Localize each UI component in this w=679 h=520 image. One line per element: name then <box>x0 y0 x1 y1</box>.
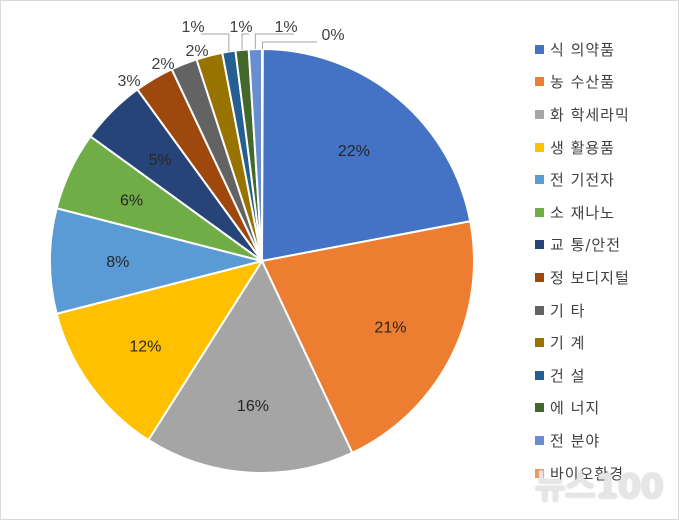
legend-item: 정 보디지털 <box>535 261 630 294</box>
legend-label: 화 학세라믹 <box>550 105 630 124</box>
legend-swatch <box>535 370 544 380</box>
leader-line <box>261 41 317 50</box>
legend-label: 생 활용품 <box>550 138 615 157</box>
pie-slice <box>147 258 354 474</box>
slice-percent-label: 3% <box>117 73 140 90</box>
slice-percent-label: 16% <box>237 398 269 415</box>
slice-percent-label: 5% <box>149 152 172 169</box>
slice-percent-label: 1% <box>181 19 204 36</box>
legend-swatch <box>535 338 544 348</box>
legend-label: 바이오환경 <box>550 464 625 483</box>
slice-percent-label: 0% <box>321 27 344 44</box>
slice-percent-label: 1% <box>229 19 252 36</box>
leader-line <box>254 33 294 50</box>
legend-swatch <box>535 305 544 315</box>
slice-percent-label: 21% <box>374 319 406 336</box>
legend-label: 기 계 <box>550 334 586 353</box>
legend-item: 기 계 <box>535 326 630 359</box>
legend-label: 소 재나노 <box>550 203 615 222</box>
leader-line <box>201 33 230 52</box>
legend-item: 건 설 <box>535 359 630 392</box>
legend-swatch <box>535 272 544 282</box>
legend-item: 농 수산품 <box>535 66 630 99</box>
pie-slice <box>260 220 475 455</box>
legend-label: 에 너지 <box>550 399 601 418</box>
slice-percent-label: 1% <box>274 19 297 36</box>
legend-label: 기 타 <box>550 301 586 320</box>
legend-item: 생 활용품 <box>535 131 630 164</box>
slice-percent-label: 2% <box>185 43 208 60</box>
leader-line <box>241 33 249 50</box>
pie-slice <box>261 47 472 263</box>
legend-label: 전 분야 <box>550 431 601 450</box>
slice-percent-label: 12% <box>129 339 161 356</box>
slice-percent-label: 2% <box>151 56 174 73</box>
legend-item: 전 기전자 <box>535 163 630 196</box>
legend-item: 전 분야 <box>535 424 630 457</box>
legend-item: 화 학세라믹 <box>535 98 630 131</box>
pie-slice <box>55 259 265 442</box>
slice-percent-label: 6% <box>120 193 143 210</box>
legend-swatch <box>535 77 544 87</box>
legend-swatch <box>535 403 544 413</box>
watermark-logo: 뉴스100 <box>534 467 664 507</box>
legend-swatch <box>535 207 544 217</box>
legend-label: 교 통/안전 <box>550 236 622 255</box>
legend-item: 바이오환경 <box>535 457 630 490</box>
legend-swatch <box>535 240 544 250</box>
legend-swatch <box>535 435 544 445</box>
legend-swatch <box>535 142 544 152</box>
slice-percent-label: 22% <box>338 143 370 160</box>
legend-label: 식 의약품 <box>550 40 615 59</box>
legend-swatch <box>535 44 544 54</box>
legend-label: 농 수산품 <box>550 73 615 92</box>
pie-slice <box>49 207 263 315</box>
legend-item: 소 재나노 <box>535 196 630 229</box>
legend-label: 전 기전자 <box>550 171 615 190</box>
legend-item: 기 타 <box>535 294 630 327</box>
pie-slice <box>261 47 264 262</box>
legend-swatch <box>535 468 544 478</box>
legend-label: 건 설 <box>550 366 586 385</box>
slice-percent-label: 8% <box>106 254 129 271</box>
legend: 식 의약품 농 수산품 화 학세라믹 생 활용품 전 기전자 소 재나노 교 통… <box>535 33 630 489</box>
legend-label: 정 보디지털 <box>550 268 630 287</box>
legend-item: 에 너지 <box>535 392 630 425</box>
legend-item: 교 통/안전 <box>535 229 630 262</box>
legend-swatch <box>535 109 544 119</box>
legend-swatch <box>535 175 544 185</box>
legend-item: 식 의약품 <box>535 33 630 66</box>
